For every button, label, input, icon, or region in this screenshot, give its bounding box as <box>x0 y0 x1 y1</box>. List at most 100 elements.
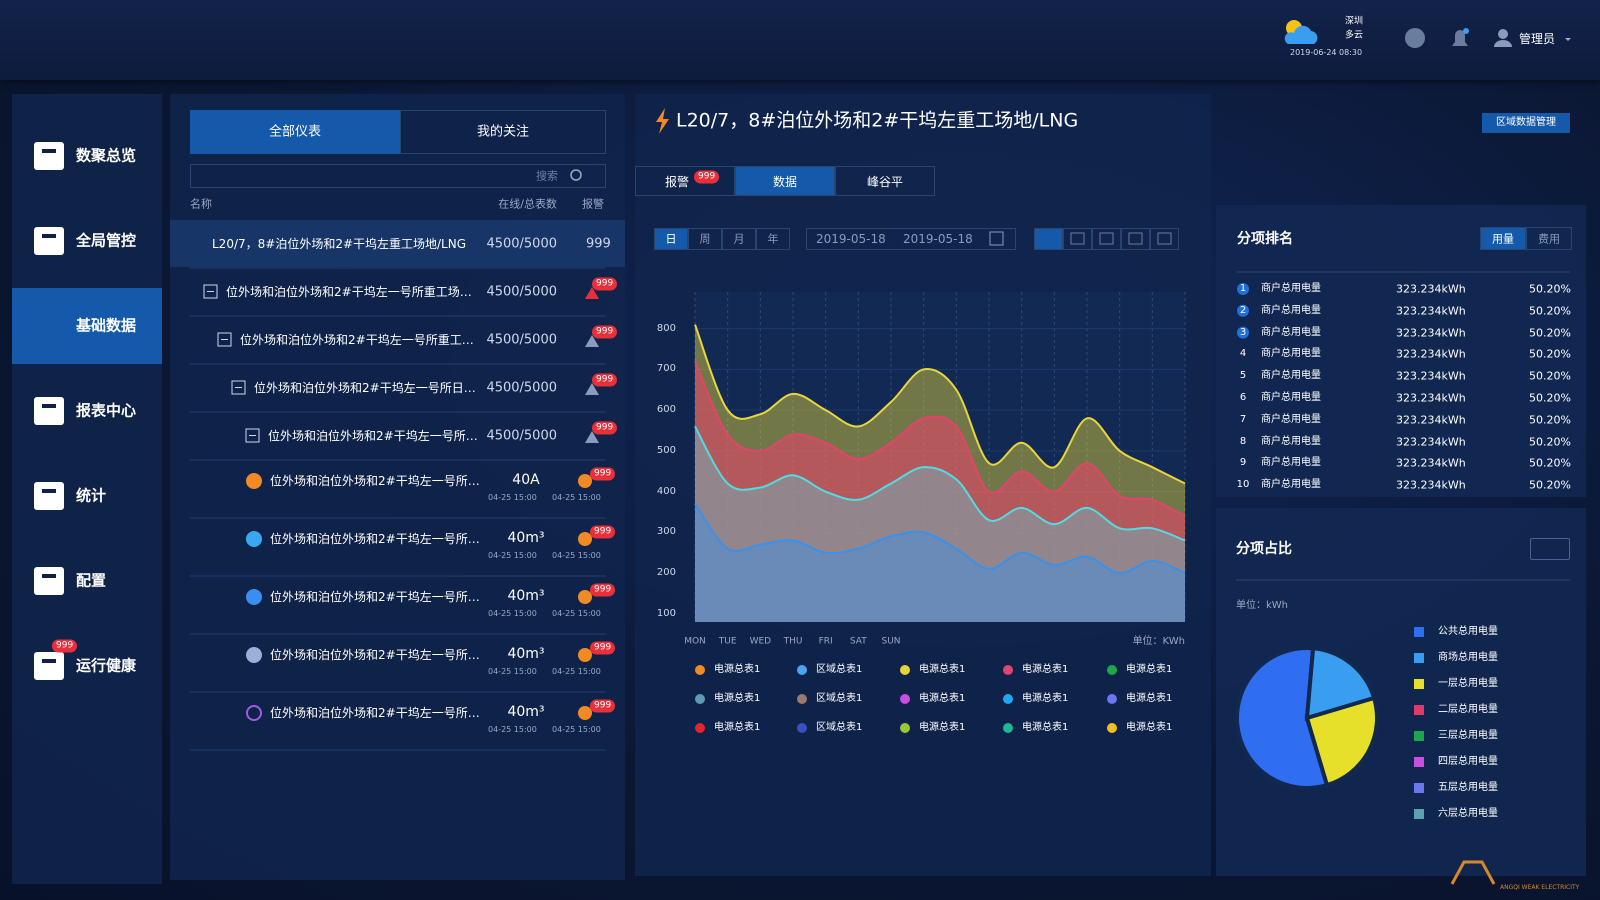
alarm-icon <box>585 431 599 443</box>
detail-tab-label[interactable]: 报警 <box>664 175 690 189</box>
alarm-icon <box>578 590 592 604</box>
period-label[interactable]: 周 <box>699 232 711 246</box>
toggle-button[interactable] <box>1526 227 1572 250</box>
detail-tab-label[interactable]: 峰谷平 <box>866 175 904 189</box>
legend-swatch <box>1414 809 1424 819</box>
legend-label[interactable]: 一层总用电量 <box>1438 678 1498 689</box>
group-name[interactable]: 位外场和泊位外场和2#干坞左一号所重工场… <box>226 285 472 299</box>
chart-mode-button[interactable] <box>1150 228 1179 250</box>
meter-name[interactable]: 位外场和泊位外场和2#干坞左一号所… <box>270 474 480 488</box>
legend-label[interactable]: 电源总表1 <box>919 693 966 704</box>
meter-name[interactable]: 位外场和泊位外场和2#干坞左一号所… <box>270 648 480 662</box>
ranking-title: 分项排名 <box>1237 231 1293 247</box>
legend-label[interactable]: 电源总表1 <box>919 664 966 675</box>
alarm-icon <box>578 474 592 488</box>
legend-label[interactable]: 电源总表1 <box>714 693 761 704</box>
period-button[interactable] <box>688 228 722 250</box>
rank-share: 50.20% <box>1529 391 1571 405</box>
alarm-badge: 999 <box>592 277 618 291</box>
search-box[interactable] <box>190 164 606 188</box>
period-button[interactable] <box>756 228 790 250</box>
meter-time: 04-25 15:00 <box>552 667 601 676</box>
legend-label[interactable]: 电源总表1 <box>714 722 761 733</box>
sidebar-icon <box>34 142 64 170</box>
group-name[interactable]: L20/7，8#泊位外场和2#干坞左重工场地/LNG <box>212 237 467 251</box>
sidebar-label: 基础数据 <box>76 316 137 335</box>
meter-value: 40m³ <box>507 646 545 662</box>
legend-swatch <box>1003 723 1013 733</box>
user-name[interactable]: 管理员 <box>1519 32 1556 46</box>
legend-label[interactable]: 电源总表1 <box>1022 664 1069 675</box>
period-label[interactable]: 年 <box>767 232 779 246</box>
legend-label[interactable]: 三层总用电量 <box>1438 730 1498 741</box>
group-name[interactable]: 位外场和泊位外场和2#干坞左一号所… <box>268 429 478 443</box>
row-highlight <box>170 220 625 267</box>
meter-time: 04-25 15:00 <box>488 609 537 618</box>
sidebar-label: 统计 <box>76 486 107 505</box>
detail-button[interactable]: 区域数据管理 <box>1482 113 1570 133</box>
meter-time: 04-25 15:00 <box>552 493 601 502</box>
rank-value: 323.234kWh <box>1396 282 1466 296</box>
legend-label[interactable]: 区域总表1 <box>816 722 863 733</box>
detail-tab[interactable] <box>735 166 835 196</box>
sidebar-icon-cut <box>42 574 56 578</box>
detail-tab-label[interactable]: 数据 <box>772 175 798 189</box>
legend-label[interactable]: 电源总表1 <box>1126 722 1173 733</box>
tab[interactable] <box>400 110 606 154</box>
legend-label[interactable]: 电源总表1 <box>919 722 966 733</box>
pie-slice <box>1235 646 1330 790</box>
period-button[interactable] <box>654 228 688 250</box>
alarm-icon <box>578 532 592 546</box>
legend-label[interactable]: 六层总用电量 <box>1438 808 1498 819</box>
meter-time: 04-25 15:00 <box>488 551 537 560</box>
meter-name[interactable]: 位外场和泊位外场和2#干坞左一号所… <box>270 590 480 604</box>
group-name[interactable]: 位外场和泊位外场和2#干坞左一号所日… <box>254 381 476 395</box>
toggle-label[interactable]: 费用 <box>1538 232 1560 246</box>
chart-mode-button[interactable] <box>1063 228 1092 250</box>
legend-label[interactable]: 区域总表1 <box>816 664 863 675</box>
legend-label[interactable]: 电源总表1 <box>1022 722 1069 733</box>
toggle-label[interactable]: 用量 <box>1492 232 1514 246</box>
tab-label[interactable]: 全部仪表 <box>268 124 322 140</box>
meter-name[interactable]: 位外场和泊位外场和2#干坞左一号所… <box>270 706 480 720</box>
search-placeholder[interactable]: 搜索 <box>536 169 558 183</box>
tab-label[interactable]: 我的关注 <box>476 124 530 140</box>
currency-button[interactable] <box>1530 538 1570 560</box>
toggle-button[interactable] <box>1480 227 1526 250</box>
group-name[interactable]: 位外场和泊位外场和2#干坞左一号所重工… <box>240 333 474 347</box>
legend-label[interactable]: 电源总表1 <box>1126 664 1173 675</box>
sidebar-icon-cut <box>42 404 56 408</box>
brand-text: ANGQI WEAK ELECTRICITY <box>1500 884 1580 891</box>
legend-label[interactable]: 电源总表1 <box>1126 693 1173 704</box>
rank-name: 商户总用电量 <box>1261 479 1321 491</box>
period-button[interactable] <box>722 228 756 250</box>
meter-name[interactable]: 位外场和泊位外场和2#干坞左一号所… <box>270 532 480 546</box>
legend-label[interactable]: 区域总表1 <box>816 693 863 704</box>
legend-label[interactable]: 商场总用电量 <box>1438 652 1498 663</box>
date-range[interactable] <box>806 228 1016 250</box>
y-tick-label: 300 <box>656 526 676 538</box>
line <box>694 360 1186 517</box>
legend-swatch <box>900 665 910 675</box>
detail-tab[interactable] <box>835 166 935 196</box>
group-count: 4500/5000 <box>486 428 557 444</box>
x-tick-label: THU <box>783 636 803 647</box>
legend-label[interactable]: 二层总用电量 <box>1438 704 1498 715</box>
chart-mode-button[interactable] <box>1092 228 1121 250</box>
legend-label[interactable]: 公共总用电量 <box>1438 626 1498 637</box>
legend-label[interactable]: 电源总表1 <box>714 664 761 675</box>
area <box>695 426 1185 622</box>
period-label[interactable]: 日 <box>665 232 677 246</box>
rank-share: 50.20% <box>1529 347 1571 361</box>
legend-label[interactable]: 电源总表1 <box>1022 693 1069 704</box>
period-label[interactable]: 月 <box>733 232 745 246</box>
legend-label[interactable]: 五层总用电量 <box>1438 782 1498 793</box>
chart-mode-button[interactable] <box>1121 228 1150 250</box>
detail-tab[interactable] <box>635 166 735 196</box>
legend-swatch <box>1414 731 1424 741</box>
legend-label[interactable]: 四层总用电量 <box>1438 756 1498 767</box>
tab-active[interactable] <box>190 110 400 154</box>
chart-mode-button[interactable] <box>1034 228 1063 250</box>
legend-swatch <box>797 723 807 733</box>
line <box>694 425 1186 542</box>
